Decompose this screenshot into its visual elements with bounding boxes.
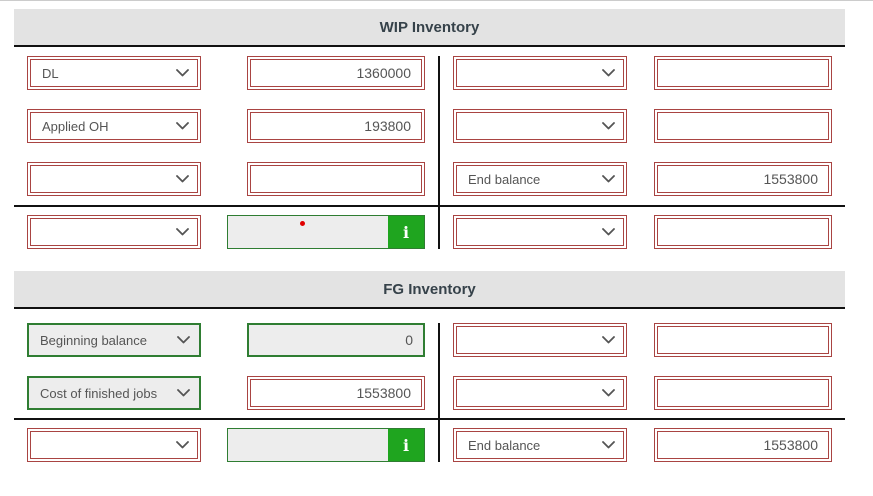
fg-debit-label-dropdown-3[interactable] <box>27 428 201 462</box>
chevron-down-icon <box>602 175 615 183</box>
wip-debit-row-1: DL 1360000 <box>14 56 438 90</box>
fg-row-1: Beginning balance 0 <box>14 323 845 357</box>
account-title: FG Inventory <box>383 280 476 298</box>
wip-credit-label-dropdown-4[interactable] <box>453 215 627 249</box>
fg-debit-amount-disabled-1: 0 <box>247 323 425 357</box>
fg-inventory-account: FG Inventory Beginning balance 0 <box>14 271 845 462</box>
wip-debit-label-dropdown-4[interactable] <box>27 215 201 249</box>
fg-row-3: i End balance 1553800 <box>14 428 845 462</box>
fg-debit-label-dropdown-2[interactable]: Cost of finished jobs <box>27 376 201 410</box>
disabled-amount-field <box>228 429 388 461</box>
wip-credit-label-dropdown-1[interactable] <box>453 56 627 90</box>
chevron-down-icon <box>602 228 615 236</box>
chevron-down-icon <box>602 69 615 77</box>
required-dot-icon <box>300 221 305 226</box>
t-account-divider <box>438 56 440 249</box>
wip-row-2: Applied OH 193800 <box>14 109 845 143</box>
chevron-down-icon <box>176 175 189 183</box>
fg-debit-amount-input-2[interactable]: 1553800 <box>247 376 425 410</box>
amount-value: 1553800 <box>763 437 818 453</box>
amount-value: 1553800 <box>356 385 411 401</box>
fg-account-header: FG Inventory <box>14 271 845 309</box>
amount-value: 0 <box>405 332 413 348</box>
amount-value: 1553800 <box>763 171 818 187</box>
fg-credit-row-2 <box>440 376 845 410</box>
wip-debit-row-2: Applied OH 193800 <box>14 109 438 143</box>
chevron-down-icon <box>176 122 189 130</box>
dropdown-selected-value: Cost of finished jobs <box>40 385 158 401</box>
dropdown-selected-value: End balance <box>468 437 541 453</box>
fg-credit-row-1 <box>440 323 845 357</box>
wip-credit-label-dropdown-3[interactable]: End balance <box>453 162 627 196</box>
wip-row-3: End balance 1553800 <box>14 162 845 196</box>
fg-debit-label-dropdown-1[interactable]: Beginning balance <box>27 323 201 357</box>
chevron-down-icon <box>602 441 615 449</box>
chevron-down-icon <box>176 69 189 77</box>
chevron-down-icon <box>177 389 190 397</box>
fg-debit-row-3: i <box>14 428 438 462</box>
chevron-down-icon <box>602 389 615 397</box>
wip-debit-label-dropdown-1[interactable]: DL <box>27 56 201 90</box>
disabled-amount-field <box>228 216 388 248</box>
wip-credit-label-dropdown-2[interactable] <box>453 109 627 143</box>
chevron-down-icon <box>176 228 189 236</box>
fg-account-body: Beginning balance 0 <box>14 323 845 462</box>
wip-credit-row-3: End balance 1553800 <box>440 162 845 196</box>
fg-credit-amount-input-3[interactable]: 1553800 <box>654 428 832 462</box>
chevron-down-icon <box>602 122 615 130</box>
info-button[interactable]: i <box>388 216 424 248</box>
wip-total-rule <box>14 205 845 207</box>
wip-debit-amount-input-3[interactable] <box>247 162 425 196</box>
wip-disabled-total-field: i <box>227 215 425 249</box>
wip-debit-row-3 <box>14 162 438 196</box>
fg-credit-amount-input-2[interactable] <box>654 376 832 410</box>
fg-debit-row-2: Cost of finished jobs 1553800 <box>14 376 438 410</box>
wip-credit-amount-input-3[interactable]: 1553800 <box>654 162 832 196</box>
dropdown-selected-value: End balance <box>468 171 541 187</box>
wip-debit-amount-input-2[interactable]: 193800 <box>247 109 425 143</box>
wip-row-1: DL 1360000 <box>14 56 845 90</box>
fg-credit-amount-input-1[interactable] <box>654 323 832 357</box>
page-top-rule <box>0 0 873 1</box>
wip-row-4: i <box>14 215 845 249</box>
fg-credit-label-dropdown-2[interactable] <box>453 376 627 410</box>
dropdown-selected-value: DL <box>42 65 59 81</box>
wip-credit-amount-input-4[interactable] <box>654 215 832 249</box>
wip-inventory-account: WIP Inventory DL 1360000 <box>14 9 845 249</box>
fg-total-rule <box>14 418 845 420</box>
dropdown-selected-value: Beginning balance <box>40 332 147 348</box>
wip-debit-amount-input-1[interactable]: 1360000 <box>247 56 425 90</box>
wip-debit-row-4: i <box>14 215 438 249</box>
wip-credit-row-2 <box>440 109 845 143</box>
wip-debit-label-dropdown-2[interactable]: Applied OH <box>27 109 201 143</box>
wip-credit-row-4 <box>440 215 845 249</box>
fg-credit-label-dropdown-1[interactable] <box>453 323 627 357</box>
chevron-down-icon <box>602 336 615 344</box>
fg-disabled-total-field: i <box>227 428 425 462</box>
amount-value: 193800 <box>364 118 411 134</box>
wip-credit-amount-input-2[interactable] <box>654 109 832 143</box>
chevron-down-icon <box>176 441 189 449</box>
account-title: WIP Inventory <box>379 18 480 36</box>
fg-row-2: Cost of finished jobs 1553800 <box>14 376 845 410</box>
info-button[interactable]: i <box>388 429 424 461</box>
chevron-down-icon <box>177 336 190 344</box>
wip-debit-label-dropdown-3[interactable] <box>27 162 201 196</box>
fg-debit-row-1: Beginning balance 0 <box>14 323 438 357</box>
wip-credit-amount-input-1[interactable] <box>654 56 832 90</box>
t-account-divider <box>438 323 440 462</box>
wip-account-body: DL 1360000 <box>14 56 845 249</box>
amount-value: 1360000 <box>356 65 411 81</box>
dropdown-selected-value: Applied OH <box>42 118 109 134</box>
wip-account-header: WIP Inventory <box>14 9 845 47</box>
wip-credit-row-1 <box>440 56 845 90</box>
fg-credit-label-dropdown-3[interactable]: End balance <box>453 428 627 462</box>
fg-credit-row-3: End balance 1553800 <box>440 428 845 462</box>
